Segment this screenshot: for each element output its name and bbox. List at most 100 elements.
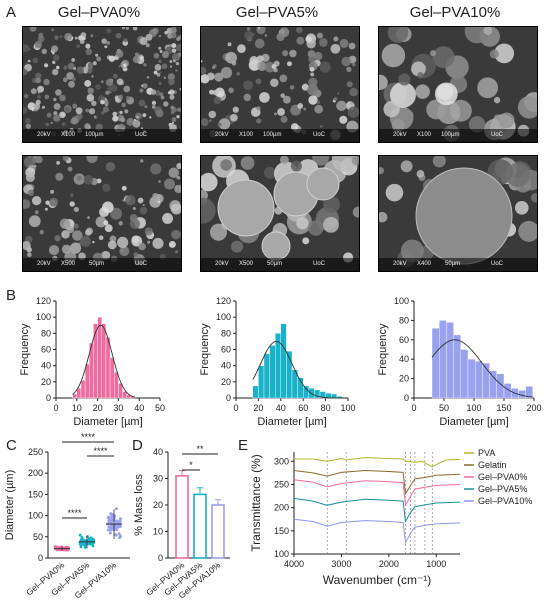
- sem-particle: [390, 81, 416, 108]
- sem-microsphere: [415, 167, 513, 265]
- sem-particle: [70, 117, 78, 125]
- significance-label: ****: [81, 432, 96, 442]
- sem-info-bar: 20kV X400 50µm UoC: [379, 258, 537, 271]
- histogram-bar: [105, 337, 111, 399]
- sem-particle: [225, 51, 238, 64]
- sem-particle: [381, 43, 406, 68]
- sem-particle: [85, 48, 93, 56]
- sem-image-pva10-x400: 20kV X400 50µm UoC: [378, 155, 538, 272]
- x-tick-label: 20: [93, 403, 103, 413]
- sem-particle: [107, 86, 113, 92]
- sem-particle: [54, 235, 61, 242]
- sem-particle: [107, 240, 117, 250]
- sem-particle: [54, 35, 59, 40]
- sem-particle: [201, 118, 209, 127]
- bar-mass-loss: 010203040Gel–PVA0%Gel–PVA5%Gel–PVA10%***…: [133, 444, 230, 601]
- y-tick-label: 10: [153, 527, 163, 537]
- sem-particle: [254, 38, 265, 49]
- sem-particle: [92, 240, 95, 244]
- spectrum-line: [293, 479, 461, 507]
- sem-particle: [143, 63, 147, 67]
- sem-particle: [172, 59, 177, 63]
- sem-particle: [121, 185, 127, 191]
- sem-particle: [87, 216, 90, 219]
- significance-label: **: [196, 444, 204, 454]
- sem-particle: [236, 72, 241, 76]
- sem-particle: [123, 63, 127, 67]
- sem-particle: [73, 223, 79, 229]
- sem-particle: [336, 100, 347, 112]
- sem-particle: [346, 66, 352, 72]
- sem-particle: [69, 242, 82, 254]
- data-point: [79, 538, 83, 542]
- sem-particle: [63, 65, 68, 70]
- sem-particle: [158, 59, 162, 64]
- sem-scale: 100µm: [441, 132, 460, 138]
- y-tick-label: 80: [399, 315, 409, 325]
- sem-particle: [297, 102, 304, 109]
- sem-particle: [95, 53, 99, 57]
- histogram-bar: [460, 349, 469, 399]
- sem-microsphere: [261, 231, 291, 261]
- sem-particle: [100, 80, 104, 84]
- sem-texture: [23, 156, 181, 271]
- sem-particle: [83, 175, 94, 185]
- sem-particle: [105, 90, 110, 95]
- gaussian-fit-line: [72, 324, 136, 398]
- sem-inst: UoC: [135, 261, 148, 267]
- sem-inst: UoC: [491, 132, 504, 138]
- sem-particle: [217, 122, 222, 127]
- x-tick-label: 40: [276, 403, 286, 413]
- sem-particle: [51, 68, 59, 76]
- sem-particle: [53, 97, 57, 102]
- histogram-bar: [93, 323, 98, 399]
- sem-particle: [464, 27, 489, 44]
- panel-letter-d: D: [132, 437, 143, 454]
- sem-particle: [71, 77, 76, 82]
- sem-particle: [50, 189, 55, 194]
- sem-particle: [429, 50, 437, 57]
- y-tick-label: 80: [41, 328, 51, 338]
- sem-texture: [201, 156, 359, 271]
- sem-particle: [121, 27, 126, 30]
- panel-letter-c: C: [6, 437, 17, 454]
- sem-particle: [333, 97, 338, 101]
- sem-particle: [280, 115, 288, 123]
- sem-particle: [112, 115, 119, 122]
- sem-info-bar: 20kV X500 50µm UoC: [23, 258, 181, 271]
- sem-particle: [23, 241, 31, 251]
- sem-kv: 20kV: [393, 261, 407, 267]
- sem-particle: [84, 229, 92, 236]
- data-point: [89, 542, 93, 546]
- sem-particle: [45, 200, 50, 205]
- sem-particle: [53, 103, 61, 110]
- sem-particle: [129, 213, 138, 222]
- y-tick-label: 100: [36, 312, 51, 322]
- data-point: [83, 543, 87, 547]
- sem-particle: [24, 117, 31, 124]
- sem-particle: [255, 78, 262, 85]
- y-axis-label: Diameter (µm): [4, 470, 16, 541]
- y-tick-label: 120: [216, 296, 231, 306]
- sem-particle: [158, 179, 161, 183]
- sem-particle: [29, 27, 37, 32]
- data-point: [78, 541, 82, 545]
- x-tick-label: 0: [233, 403, 238, 413]
- sem-particle: [51, 28, 55, 32]
- sem-particle: [51, 45, 59, 53]
- sem-particle: [150, 163, 162, 175]
- sem-particle: [92, 61, 97, 66]
- y-tick-label: 80: [221, 328, 231, 338]
- sem-particle: [308, 77, 318, 87]
- sem-particle: [31, 195, 42, 206]
- sem-particle: [76, 43, 81, 48]
- sem-info-bar: 20kV X100 100µm UoC: [201, 129, 359, 142]
- sem-particle: [171, 229, 181, 240]
- sem-particle: [99, 207, 110, 218]
- sem-particle: [118, 65, 121, 68]
- sem-particle: [289, 85, 295, 90]
- sem-particle: [123, 38, 128, 43]
- y-tick-label: 40: [41, 361, 51, 371]
- sem-particle: [151, 105, 156, 109]
- mass-loss-bar: [211, 504, 225, 559]
